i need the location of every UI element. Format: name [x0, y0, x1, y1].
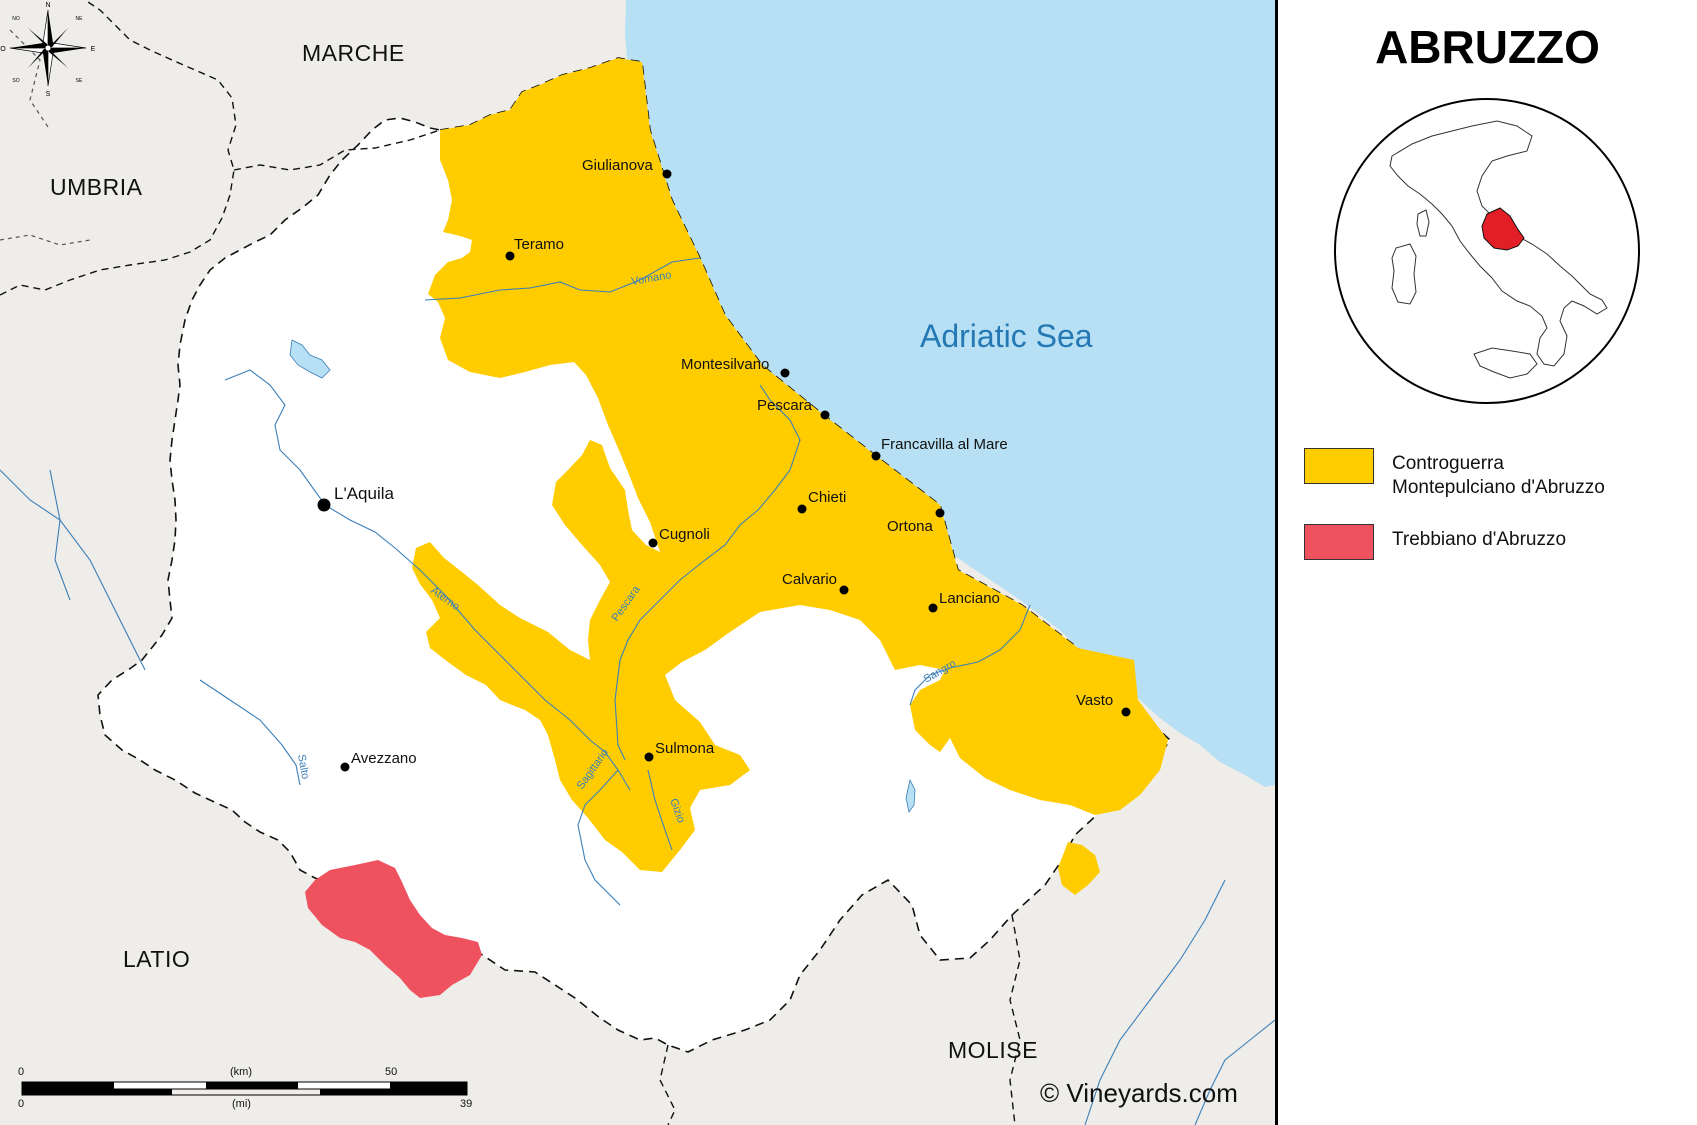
city-label-giulianova: Giulianova — [582, 157, 653, 174]
sea-label: Adriatic Sea — [920, 318, 1093, 354]
scale-km-unit: (km) — [230, 1066, 252, 1078]
doc-yellow-area — [412, 58, 1168, 872]
region-label-latio: LATIO — [123, 946, 191, 972]
scale-mi-end: 39 — [460, 1098, 473, 1110]
map-area: Vomano Aterno Pescara Sangro Sagittario … — [0, 0, 1275, 1125]
legend-line: Montepulciano d'Abruzzo — [1392, 477, 1605, 498]
legend-line: Controguerra — [1392, 453, 1504, 474]
city-dot-giulianova — [662, 169, 672, 179]
legend-item-red: Trebbiano d'Abruzzo — [1304, 524, 1566, 560]
map-title: ABRUZZO — [1375, 21, 1600, 73]
city-label-vasto: Vasto — [1076, 692, 1114, 709]
city-label-ortona: Ortona — [887, 518, 933, 535]
scale-mi-unit: (mi) — [232, 1098, 251, 1110]
city-dot-calvario — [839, 585, 849, 595]
city-dot-pescara — [820, 410, 830, 420]
lake — [289, 339, 331, 379]
city-dot-laquila — [317, 498, 331, 512]
region-label-marche: MARCHE — [302, 40, 405, 66]
copyright: © Vineyards.com — [1040, 1078, 1238, 1108]
corsica-outline — [1416, 209, 1430, 237]
legend-label-red: Trebbiano d'Abruzzo — [1392, 528, 1566, 552]
compass-e: E — [91, 46, 96, 53]
sardinia-outline — [1391, 243, 1417, 305]
scale-km-end: 50 — [385, 1066, 398, 1078]
compass-rose: N S E O NE NO SE SO — [0, 2, 96, 96]
compass-n: N — [45, 2, 50, 9]
city-label-calvario: Calvario — [782, 571, 838, 588]
city-dot-francavilla — [871, 451, 881, 461]
legend-label-yellow: Controguerra Montepulciano d'Abruzzo — [1392, 452, 1605, 500]
city-dot-sulmona — [644, 752, 654, 762]
city-label-montesilvano: Montesilvano — [681, 356, 770, 373]
city-label-francavilla: Francavilla al Mare — [881, 436, 1008, 453]
scale-mi-start: 0 — [18, 1098, 25, 1110]
city-dot-lanciano — [928, 603, 938, 613]
region-label-molise: MOLISE — [948, 1037, 1038, 1063]
doc-yellow-patch — [1058, 842, 1100, 895]
city-label-laquila: L'Aquila — [334, 484, 394, 503]
compass-no: NO — [12, 16, 20, 22]
city-dot-chieti — [797, 504, 807, 514]
compass-se: SE — [76, 78, 83, 84]
city-label-teramo: Teramo — [514, 236, 565, 253]
rivers — [0, 257, 1275, 1125]
sicily-outline — [1473, 347, 1538, 379]
city-label-lanciano: Lanciano — [939, 590, 1000, 607]
city-label-pescara: Pescara — [757, 397, 813, 414]
legend-line: Trebbiano d'Abruzzo — [1392, 529, 1567, 550]
city-dot-ortona — [935, 508, 945, 518]
compass-so: SO — [12, 78, 19, 84]
city-dot-cugnoli — [648, 538, 658, 548]
city-dot-teramo — [505, 251, 515, 261]
border-marche-east — [233, 129, 441, 171]
legend-panel: ABRUZZO Controguerra Montepulciano d'Abr… — [1275, 0, 1697, 1125]
legend-swatch-red — [1304, 524, 1374, 560]
legend-item-yellow: Controguerra Montepulciano d'Abruzzo — [1304, 448, 1605, 500]
scale-bar — [21, 1081, 468, 1096]
compass-o: O — [0, 46, 6, 53]
city-label-chieti: Chieti — [808, 489, 847, 506]
map-canvas: Vomano Aterno Pescara Sangro Sagittario … — [0, 0, 1275, 1125]
city-label-avezzano: Avezzano — [351, 750, 417, 767]
city-label-sulmona: Sulmona — [655, 740, 715, 757]
city-dot-avezzano — [340, 762, 350, 772]
border-latio-south — [659, 1044, 676, 1125]
adriatic-sea — [625, 0, 1275, 787]
compass-ne: NE — [76, 16, 84, 22]
border-molise — [1009, 914, 1021, 1125]
italy-locator-map — [1334, 98, 1640, 404]
scale-km-start: 0 — [18, 1066, 25, 1078]
region-label-umbria: UMBRIA — [50, 174, 143, 200]
city-dot-vasto — [1121, 707, 1131, 717]
abruzzo-highlight — [1481, 207, 1525, 251]
doc-red-area — [305, 860, 482, 998]
city-label-cugnoli: Cugnoli — [659, 526, 710, 543]
city-dots — [317, 169, 1131, 772]
river-label-salto: Salto — [295, 753, 311, 780]
legend-swatch-yellow — [1304, 448, 1374, 484]
lake-small — [905, 778, 916, 813]
city-dot-montesilvano — [780, 368, 790, 378]
compass-s: S — [46, 91, 51, 96]
